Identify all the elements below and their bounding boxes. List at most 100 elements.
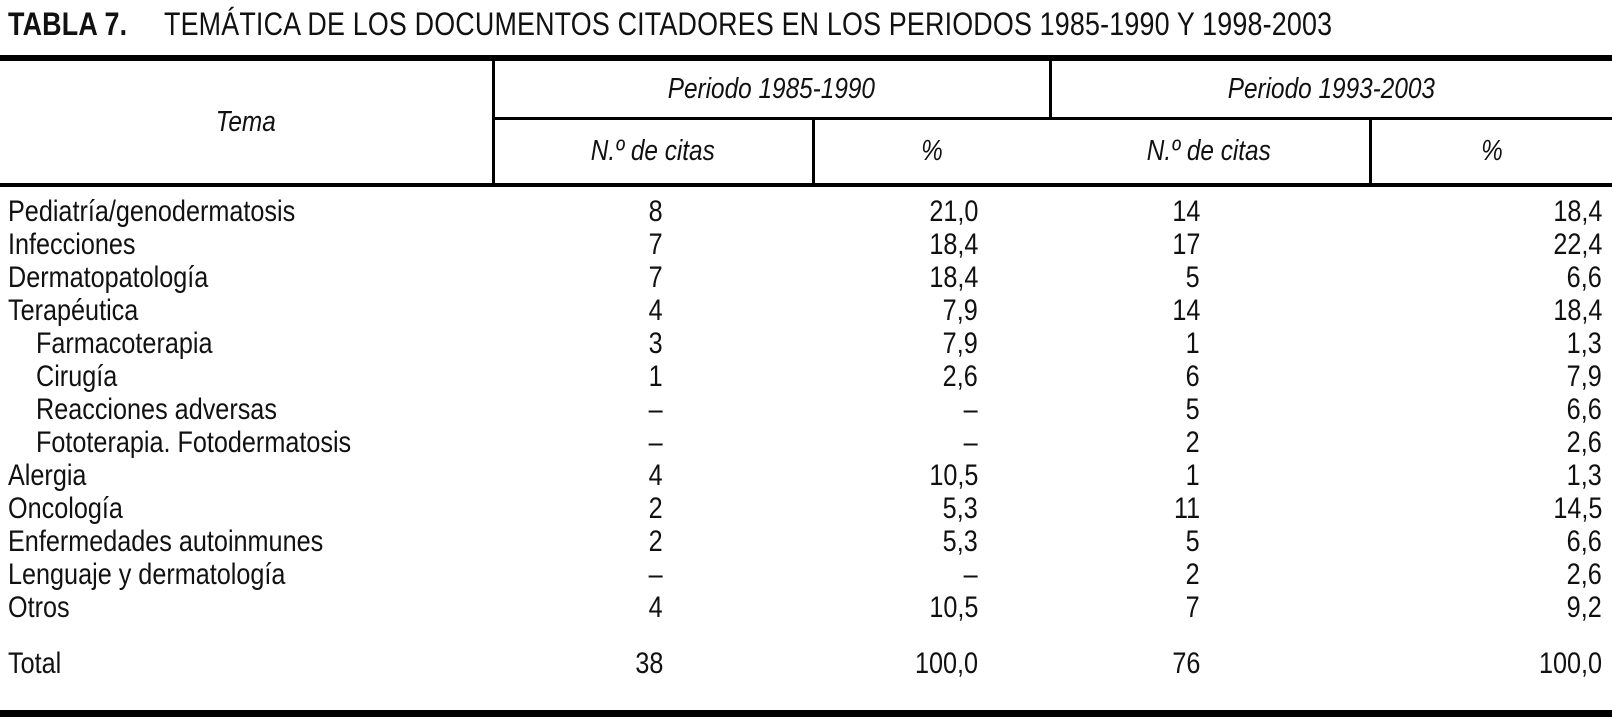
tema-header-label: Tema [215,105,276,138]
citas1-header-label: N.º de citas [591,135,715,167]
citas-1985-1990-cell: – [493,426,813,459]
cell-value: 2,6 [1566,558,1603,591]
total-pct-1993-2003-cell: 100,0 [1370,647,1612,680]
pct-1985-1990-cell: 5,3 [813,525,1050,558]
cell-value: 21,0 [928,195,979,228]
cell-value: – [963,393,979,426]
table-row: Dermatopatología 7 18,4 5 6,6 [0,261,1612,294]
cell-value: 76 [1171,647,1201,680]
table-row: Infecciones 7 18,4 17 22,4 [0,228,1612,261]
cell-value: 1 [648,360,663,393]
cell-value: 6,6 [1566,393,1603,426]
tema-cell: Fototerapia. Fotodermatosis [0,426,493,459]
citas-1985-1990-cell: 3 [493,327,813,360]
pct-1993-2003-cell: 2,6 [1370,558,1612,591]
tema-cell: Dermatopatología [0,261,493,294]
cell-value: 6,6 [1566,261,1603,294]
citas-1993-2003-cell: 14 [1050,294,1370,327]
table-row: Enfermedades autoinmunes 2 5,3 5 6,6 [0,525,1612,558]
row-label: Lenguaje y dermatología [8,558,286,591]
total-label: Total [8,647,62,680]
table-row: Oncología 2 5,3 11 14,5 [0,492,1612,525]
cell-value: 6 [1185,360,1201,393]
row-label: Farmacoterapia [36,327,213,360]
cell-value: – [963,558,979,591]
tema-cell: Farmacoterapia [0,327,493,360]
pct-1985-1990-cell: 10,5 [813,591,1050,624]
table-row: Pediatría/genodermatosis 8 21,0 14 18,4 [0,195,1612,228]
period1-label: Periodo 1985-1990 [667,72,876,105]
table-caption: TABLA 7. TEMÁTICA DE LOS DOCUMENTOS CITAD… [8,4,1555,44]
cell-value: 5 [1185,525,1201,558]
cell-value: 5,3 [942,492,979,525]
citas-1993-2003-cell: 11 [1050,492,1370,525]
pct-1985-1990-cell: 10,5 [813,459,1050,492]
row-label: Fototerapia. Fotodermatosis [36,426,352,459]
pct-1993-2003-cell: 6,6 [1370,393,1612,426]
citas-1985-1990-cell: 4 [493,459,813,492]
pct-1985-1990-cell: 21,0 [813,195,1050,228]
cell-value: 7 [1185,591,1201,624]
citas-1993-2003-cell: 5 [1050,525,1370,558]
cell-value: 18,4 [928,261,979,294]
cell-value: – [648,558,663,591]
tema-cell: Oncología [0,492,493,525]
table-row: Farmacoterapia 3 7,9 1 1,3 [0,327,1612,360]
cell-value: 7,9 [942,327,979,360]
cell-value: 2 [648,525,663,558]
row-label: Pediatría/genodermatosis [8,195,296,228]
citas-1993-2003-cell: 14 [1050,195,1370,228]
citas-1993-2003-cell: 6 [1050,360,1370,393]
row-label: Reacciones adversas [36,393,277,426]
pct-1993-2003-cell: 18,4 [1370,195,1612,228]
table-row: Otros 4 10,5 7 9,2 [0,591,1612,624]
citas-1985-1990-cell: 1 [493,360,813,393]
cell-value: – [963,426,979,459]
cell-value: 7,9 [1566,360,1603,393]
cell-value: 5 [1185,261,1201,294]
citas-column-header-period2: N.º de citas [1050,118,1372,187]
pct-1985-1990-cell: 7,9 [813,294,1050,327]
row-label: Oncología [8,492,123,525]
row-label: Alergia [8,459,87,492]
table-number: TABLA 7. [8,6,128,42]
period-1993-2003-group-header: Periodo 1993-2003 [1050,58,1612,120]
citas-1993-2003-cell: 5 [1050,393,1370,426]
total-label-cell: Total [0,647,493,680]
cell-value: 100,0 [914,647,979,680]
row-label: Infecciones [8,228,136,261]
period2-label: Periodo 1993-2003 [1228,72,1436,105]
cell-value: 7,9 [942,294,979,327]
pct-1993-2003-cell: 6,6 [1370,525,1612,558]
cell-value: 4 [648,459,663,492]
sub-header-row: N.º de citas % N.º de citas % [0,118,1612,187]
pct-1993-2003-cell: 6,6 [1370,261,1612,294]
tema-cell: Alergia [0,459,493,492]
cell-value: 7 [648,261,663,294]
cell-value: – [648,426,663,459]
cell-value: 18,4 [1552,195,1603,228]
tema-cell: Lenguaje y dermatología [0,558,493,591]
pct-1993-2003-cell: 1,3 [1370,327,1612,360]
cell-value: 1 [1185,327,1201,360]
spacer-row [0,185,1612,195]
citas2-header-label: N.º de citas [1147,135,1272,167]
percent-column-header-period1: % [813,118,1051,187]
pct-1993-2003-cell: 22,4 [1370,228,1612,261]
table-row: Reacciones adversas – – 5 6,6 [0,393,1612,426]
cell-value: 9,2 [1566,591,1603,624]
cell-value: 3 [648,327,663,360]
cell-value: 10,5 [928,591,979,624]
cell-value: 2,6 [1566,426,1603,459]
percent-column-header-period2: % [1370,118,1612,187]
citas-1993-2003-cell: 17 [1050,228,1370,261]
citas-1993-2003-cell: 2 [1050,426,1370,459]
citas-1985-1990-cell: 2 [493,492,813,525]
citas-1985-1990-cell: – [493,558,813,591]
cell-value: 14,5 [1552,492,1603,525]
row-label: Terapéutica [8,294,139,327]
group-header-row: Tema Periodo 1985-1990 Periodo 1993-2003 [0,58,1612,187]
pct-1985-1990-cell: 18,4 [813,261,1050,294]
table-caption-text: TEMÁTICA DE LOS DOCUMENTOS CITADORES EN … [164,6,1333,42]
